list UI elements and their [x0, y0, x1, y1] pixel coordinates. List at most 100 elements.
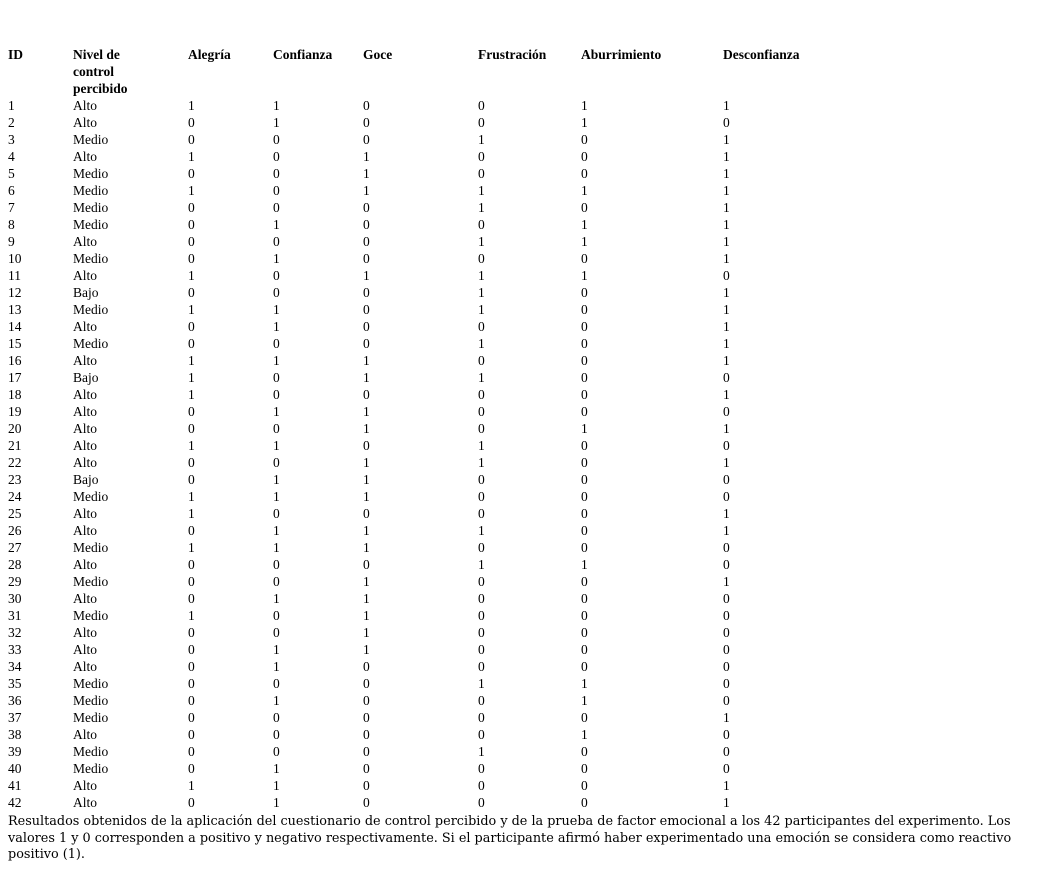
table-cell-aburrimiento: 0	[581, 336, 588, 351]
table-cell-id: 42	[8, 795, 22, 810]
table-cell-alegria: 0	[188, 676, 195, 691]
table-cell-goce: 0	[363, 676, 370, 691]
table-cell-nivel: Medio	[73, 132, 109, 147]
table-cell-nivel: Medio	[73, 183, 109, 198]
table-cell-goce: 0	[363, 132, 370, 147]
table-cell-alegria: 0	[188, 404, 195, 419]
table-cell-goce: 1	[363, 489, 370, 504]
table-cell-goce: 0	[363, 302, 370, 317]
table-cell-desconfianza: 1	[723, 319, 730, 334]
table-cell-frustracion: 1	[478, 302, 485, 317]
table-cell-id: 4	[8, 149, 15, 164]
table-cell-frustracion: 1	[478, 183, 485, 198]
column-header-label: ID	[8, 47, 24, 62]
table-cell-aburrimiento: 0	[581, 302, 588, 317]
table-cell-frustracion: 0	[478, 149, 485, 164]
table-cell-desconfianza: 1	[723, 200, 730, 215]
table-cell-goce: 0	[363, 659, 370, 674]
table-cell-frustracion: 1	[478, 336, 485, 351]
table-cell-id: 23	[8, 472, 22, 487]
table-cell-alegria: 1	[188, 268, 195, 283]
column-header-goce: Goce	[363, 46, 478, 97]
table-cell-aburrimiento: 1	[581, 421, 588, 436]
table-row: 10 Medio 0 1 0 0 0 1	[8, 250, 1046, 267]
table-cell-frustracion: 0	[478, 727, 485, 742]
column-header-label: Aburrimiento	[581, 47, 662, 62]
table-cell-goce: 1	[363, 591, 370, 606]
table-cell-confianza: 0	[273, 149, 280, 164]
table-cell-nivel: Alto	[73, 625, 98, 640]
table-cell-aburrimiento: 0	[581, 506, 588, 521]
table-cell-id: 40	[8, 761, 22, 776]
table-cell-id: 19	[8, 404, 22, 419]
table-cell-nivel: Medio	[73, 676, 109, 691]
table-row: 24 Medio 1 1 1 0 0 0	[8, 488, 1046, 505]
table-cell-nivel: Medio	[73, 710, 109, 725]
table-cell-goce: 1	[363, 404, 370, 419]
table-cell-confianza: 1	[273, 251, 280, 266]
table-cell-alegria: 0	[188, 234, 195, 249]
table-cell-id: 24	[8, 489, 22, 504]
table-cell-aburrimiento: 1	[581, 557, 588, 572]
table-cell-confianza: 1	[273, 591, 280, 606]
table-cell-alegria: 1	[188, 438, 195, 453]
table-cell-frustracion: 1	[478, 523, 485, 538]
table-cell-goce: 0	[363, 115, 370, 130]
table-cell-frustracion: 0	[478, 217, 485, 232]
table-cell-alegria: 0	[188, 115, 195, 130]
table-cell-goce: 0	[363, 200, 370, 215]
table-cell-frustracion: 0	[478, 693, 485, 708]
table-cell-nivel: Alto	[73, 506, 98, 521]
table-cell-goce: 0	[363, 727, 370, 742]
table-cell-alegria: 1	[188, 540, 195, 555]
table-cell-desconfianza: 1	[723, 795, 730, 810]
table-cell-goce: 0	[363, 387, 370, 402]
table-cell-confianza: 0	[273, 625, 280, 640]
table-cell-confianza: 1	[273, 778, 280, 793]
table-cell-confianza: 0	[273, 676, 280, 691]
table-cell-desconfianza: 1	[723, 251, 730, 266]
table-cell-confianza: 0	[273, 370, 280, 385]
table-cell-alegria: 0	[188, 455, 195, 470]
column-header-id: ID	[8, 46, 73, 97]
table-cell-nivel: Alto	[73, 319, 98, 334]
table-cell-confianza: 1	[273, 319, 280, 334]
table-cell-alegria: 1	[188, 506, 195, 521]
table-cell-desconfianza: 0	[723, 642, 730, 657]
table-cell-aburrimiento: 0	[581, 353, 588, 368]
table-cell-desconfianza: 1	[723, 421, 730, 436]
table-cell-alegria: 0	[188, 557, 195, 572]
table-cell-frustracion: 1	[478, 557, 485, 572]
table-cell-desconfianza: 0	[723, 489, 730, 504]
table-cell-frustracion: 1	[478, 132, 485, 147]
table-cell-aburrimiento: 1	[581, 693, 588, 708]
table-cell-nivel: Alto	[73, 438, 98, 453]
table-cell-nivel: Medio	[73, 540, 109, 555]
table-cell-alegria: 0	[188, 336, 195, 351]
table-cell-id: 32	[8, 625, 22, 640]
table-cell-goce: 1	[363, 625, 370, 640]
table-cell-goce: 1	[363, 353, 370, 368]
column-header-aburrimiento: Aburrimiento	[581, 46, 723, 97]
table-cell-frustracion: 0	[478, 404, 485, 419]
table-cell-desconfianza: 0	[723, 761, 730, 776]
table-row: 31 Medio 1 0 1 0 0 0	[8, 607, 1046, 624]
table-cell-id: 38	[8, 727, 22, 742]
table-cell-id: 17	[8, 370, 22, 385]
table-cell-desconfianza: 1	[723, 387, 730, 402]
table-cell-alegria: 1	[188, 608, 195, 623]
table-cell-alegria: 0	[188, 727, 195, 742]
table-cell-desconfianza: 0	[723, 115, 730, 130]
table-cell-nivel: Alto	[73, 778, 98, 793]
table-row: 42 Alto 0 1 0 0 0 1	[8, 794, 1046, 811]
table-cell-desconfianza: 1	[723, 506, 730, 521]
table-cell-id: 30	[8, 591, 22, 606]
table-cell-frustracion: 0	[478, 353, 485, 368]
results-table: ID Nivel de control percibido Alegría Confi…	[8, 46, 1046, 811]
table-cell-id: 26	[8, 523, 22, 538]
table-caption: Resultados obtenidos de la aplicación de…	[8, 814, 1012, 862]
table-cell-alegria: 0	[188, 625, 195, 640]
table-cell-aburrimiento: 0	[581, 132, 588, 147]
table-cell-id: 13	[8, 302, 22, 317]
